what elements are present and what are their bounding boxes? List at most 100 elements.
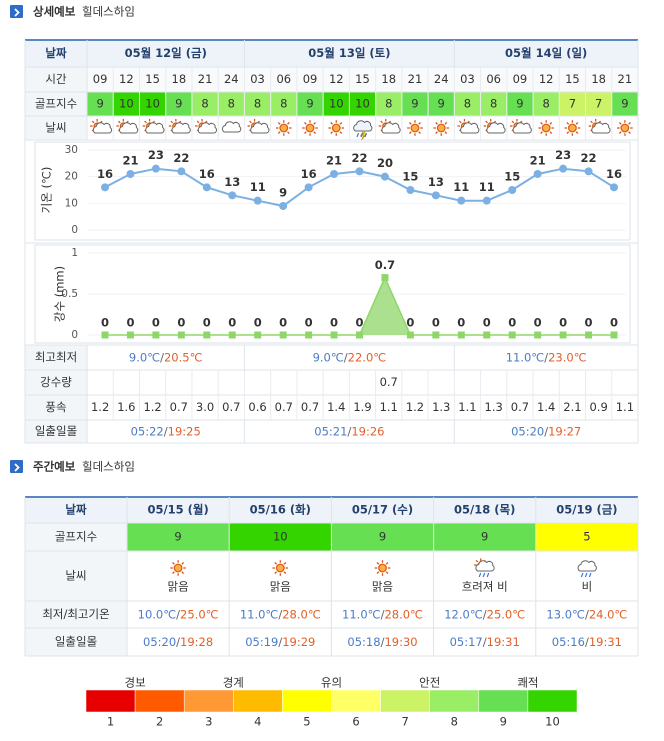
sunrise-sunset: 05:21/19:26 <box>314 424 384 438</box>
y-tick-label: 10 <box>65 197 78 209</box>
header-row-bg <box>25 40 638 67</box>
separator: / <box>381 607 385 621</box>
row-label: 최고최저 <box>35 350 77 364</box>
marker <box>152 331 160 339</box>
sun-ray <box>287 122 290 125</box>
data-label: 11 <box>453 180 469 194</box>
sun-ray <box>181 571 185 574</box>
sun-ray <box>618 122 622 125</box>
second-value: 24.0℃ <box>589 607 628 621</box>
golf-index-value: 10 <box>119 97 134 111</box>
data-label: 0 <box>457 316 465 330</box>
second-value: 19:31 <box>589 635 622 649</box>
separator: / <box>483 635 487 649</box>
sunrise-sunset: 05:20/19:27 <box>511 424 581 438</box>
section-location: 힐데스하임 <box>82 5 135 19</box>
label-cell-bg <box>25 601 127 628</box>
min-max: 11.0℃/23.0℃ <box>506 350 587 364</box>
wind-value: 1.2 <box>143 400 161 414</box>
separator: / <box>347 424 351 438</box>
first-value: 05:18 <box>347 635 380 649</box>
first-value: 10.0℃ <box>138 607 177 621</box>
sun-ray <box>274 571 278 574</box>
golf-index-value: 8 <box>201 97 208 111</box>
marker <box>304 183 313 192</box>
data-label: 16 <box>606 167 622 181</box>
legend-swatch <box>331 689 381 713</box>
row-label: 최저/최고기온 <box>42 607 109 621</box>
golf-index-value: 9 <box>174 530 181 544</box>
data-label: 13 <box>428 175 444 189</box>
wind-value: 1.2 <box>406 400 424 414</box>
label-cell-bg <box>25 395 87 420</box>
separator: / <box>585 607 589 621</box>
sun-ray <box>304 122 307 125</box>
time-cell: 06 <box>486 72 501 86</box>
marker <box>356 331 363 339</box>
chart-panel <box>34 141 631 241</box>
first-value: 05:21 <box>314 424 347 438</box>
second-value: 19:27 <box>548 424 581 438</box>
cloud <box>486 122 506 134</box>
weather-icon <box>275 120 292 136</box>
marker <box>151 164 160 173</box>
weather-icon <box>116 119 139 134</box>
time-cell: 12 <box>539 72 554 86</box>
data-label: 0 <box>126 316 134 330</box>
data-label: 16 <box>97 167 113 181</box>
rain-drop <box>584 572 588 578</box>
data-label: 13 <box>224 175 240 189</box>
golf-index-cell <box>434 523 536 551</box>
sun-ray <box>575 131 579 134</box>
data-label: 0 <box>177 316 185 330</box>
weather-icon <box>222 121 242 133</box>
golf-index-value: 9 <box>438 97 445 111</box>
golf-index-cell <box>507 92 533 116</box>
precipitation-value: 0.7 <box>380 375 398 389</box>
marker <box>177 167 186 176</box>
second-value: 19:29 <box>282 635 315 649</box>
wind-value: 0.7 <box>511 400 529 414</box>
wind-value: 1.4 <box>537 400 555 414</box>
marker <box>381 274 389 282</box>
y-axis-label: 기온 (℃) <box>40 167 54 214</box>
golf-index-value: 8 <box>280 97 287 111</box>
separator: / <box>164 424 168 438</box>
sun-ray <box>172 571 175 574</box>
label-cell-bg <box>25 370 87 395</box>
data-label: 16 <box>301 167 317 181</box>
sun-ray <box>339 131 343 134</box>
sun-ray <box>313 122 316 125</box>
legend-group: 유의 <box>321 676 342 690</box>
golf-index-value: 9 <box>411 97 418 111</box>
sunrise-sunset: 05:22/19:25 <box>131 424 201 438</box>
cloud <box>145 122 165 134</box>
legend-level: 1 <box>107 715 114 729</box>
wind-value: 2.1 <box>563 400 581 414</box>
golf-index-cell <box>454 92 481 116</box>
weather-icon <box>378 119 401 134</box>
second-value: 28.0℃ <box>384 607 423 621</box>
rain-drop <box>360 132 364 138</box>
first-value: 05:16 <box>552 635 585 649</box>
golf-index-cell <box>229 523 331 551</box>
weather-icon <box>142 119 165 134</box>
legend-level: 9 <box>500 715 507 729</box>
day-header: 05월 12일 (금) <box>125 46 207 60</box>
weather-text: 맑음 <box>372 580 393 594</box>
sun-ray <box>144 120 147 124</box>
wind-value: 1.9 <box>353 400 371 414</box>
legend-swatch <box>85 689 136 713</box>
golf-index-cell <box>402 92 428 116</box>
marker <box>483 331 491 339</box>
min-max: 10.0℃/25.0℃ <box>138 607 219 621</box>
sun-ray <box>409 131 412 134</box>
weather-icon <box>328 120 345 136</box>
weather-icon <box>374 560 391 576</box>
rain-drop <box>588 572 592 578</box>
data-label: 0 <box>152 316 160 330</box>
time-cell: 12 <box>119 72 134 86</box>
golf-index-value: 9 <box>621 97 628 111</box>
second-value: 22.0℃ <box>348 350 387 364</box>
